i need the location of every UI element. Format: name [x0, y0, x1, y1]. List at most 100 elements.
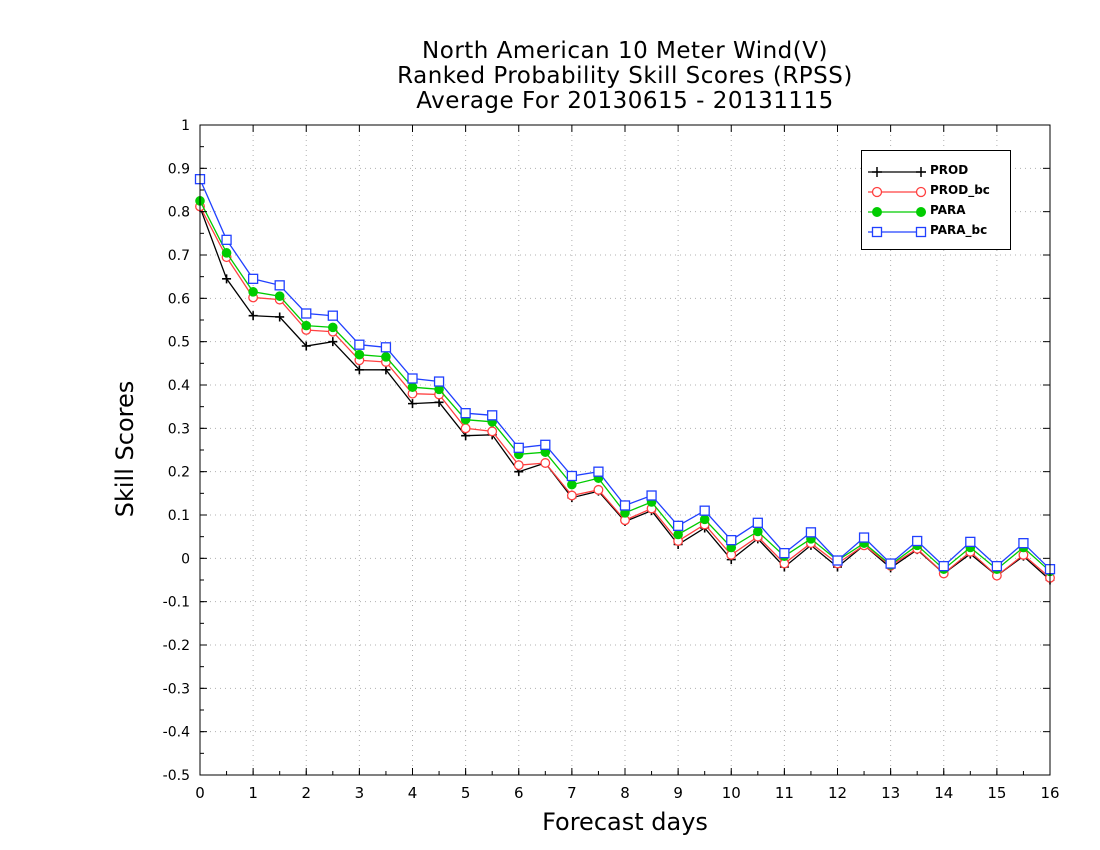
x-tick-label: 4 [408, 784, 418, 802]
x-tick-label: 0 [195, 784, 205, 802]
data-point [381, 352, 391, 362]
data-point [885, 558, 896, 569]
data-point [752, 517, 763, 528]
data-point [433, 376, 445, 387]
data-point [753, 526, 763, 537]
y-tick-label: 0.4 [168, 378, 190, 394]
data-point [221, 234, 232, 245]
y-axis-label: Skill Scores [111, 380, 139, 518]
legend-label-prod: PROD [930, 163, 969, 177]
data-point [301, 320, 312, 331]
y-tick-label: -0.1 [163, 595, 190, 611]
y-tick-label: 0.9 [168, 161, 190, 177]
data-point [938, 560, 949, 572]
data-point [619, 500, 631, 511]
data-point [274, 280, 285, 291]
legend-label-prod-bc: PROD_bc [930, 183, 990, 197]
data-point [275, 312, 285, 322]
data-point [487, 426, 498, 437]
x-tick-label: 9 [673, 784, 683, 802]
series-prod-bc [195, 201, 1055, 583]
data-point [540, 439, 551, 450]
data-point [221, 248, 232, 258]
data-point [779, 547, 790, 559]
x-tick-label: 16 [1040, 784, 1059, 802]
x-tick-label: 11 [775, 784, 794, 802]
data-point [327, 310, 338, 321]
y-tick-label: 0.8 [168, 205, 190, 221]
x-tick-label: 14 [934, 784, 953, 802]
data-point [328, 322, 338, 333]
x-tick-label: 10 [722, 784, 741, 802]
y-tick-label: 0.3 [168, 421, 190, 437]
data-point [672, 520, 684, 531]
data-point [593, 466, 604, 477]
legend-swatch-para [868, 207, 926, 217]
data-point [726, 534, 737, 546]
data-point [354, 365, 364, 375]
grid-lines [200, 125, 1050, 775]
data-point [513, 460, 524, 471]
data-point [540, 458, 551, 468]
data-point [832, 555, 843, 566]
legend-item-para-bc: PARA_bc [862, 222, 1010, 242]
data-point [407, 382, 418, 392]
data-point [487, 410, 498, 421]
y-tick-label: -0.5 [163, 768, 190, 784]
data-point [699, 514, 710, 525]
y-tick-label: 0.6 [168, 291, 190, 307]
legend-label-para: PARA [930, 203, 966, 217]
y-tick-label: -0.4 [163, 725, 190, 741]
y-tick-label: -0.3 [163, 681, 190, 697]
x-tick-label: 8 [620, 784, 630, 802]
legend: PROD PROD_bc PARA PARA_bc [861, 150, 1011, 250]
data-point [354, 349, 365, 360]
legend-item-prod: PROD [862, 162, 1010, 182]
axes: 1 0.9 0.8 0.7 0.6 0.5 0.4 0.3 0.2 0.1 0 -0.1 -0.2 -0.… [163, 118, 1060, 802]
y-tick-label: 0 [181, 551, 190, 567]
data-point [912, 535, 923, 547]
data-point [699, 505, 710, 516]
data-point [646, 490, 657, 501]
data-point [248, 287, 258, 297]
x-tick-label: 13 [881, 784, 900, 802]
x-tick-label: 3 [355, 784, 365, 802]
y-tick-label: 0.2 [168, 465, 190, 481]
data-point [247, 273, 259, 284]
data-point [380, 342, 392, 353]
x-axis-label: Forecast days [542, 808, 708, 836]
data-point [222, 274, 232, 284]
chart-title-line-2: Ranked Probability Skill Scores (RPSS) [397, 63, 853, 89]
x-tick-label: 12 [828, 784, 847, 802]
data-point [248, 311, 258, 321]
data-point [805, 527, 817, 538]
x-tick-label: 2 [301, 784, 311, 802]
legend-label-para-bc: PARA_bc [930, 223, 988, 237]
data-point [301, 341, 311, 351]
y-tick-label: -0.2 [163, 638, 190, 654]
x-tick-label: 5 [461, 784, 471, 802]
y-tick-label: 0.5 [168, 335, 190, 351]
data-point [593, 484, 604, 495]
data-point [858, 532, 870, 543]
chart-title-line-1: North American 10 Meter Wind(V) [422, 38, 828, 64]
legend-item-para: PARA [862, 202, 1010, 222]
data-point [567, 479, 577, 490]
data-point [965, 536, 976, 548]
data-point [1018, 538, 1029, 549]
data-point [328, 337, 338, 347]
data-point [460, 423, 471, 434]
data-point [274, 291, 285, 301]
y-tick-label: 0.1 [168, 508, 190, 524]
x-tick-label: 15 [987, 784, 1006, 802]
data-point [991, 560, 1003, 572]
y-tick-label: 1 [181, 118, 190, 134]
chart-title-line-3: Average For 20130615 - 20131115 [416, 88, 834, 114]
data-point [460, 408, 471, 419]
data-point [566, 470, 578, 482]
series-lines [194, 174, 1056, 585]
data-point [673, 529, 683, 540]
series-para-bc [194, 174, 1056, 575]
legend-swatch-prod-bc [868, 186, 927, 198]
